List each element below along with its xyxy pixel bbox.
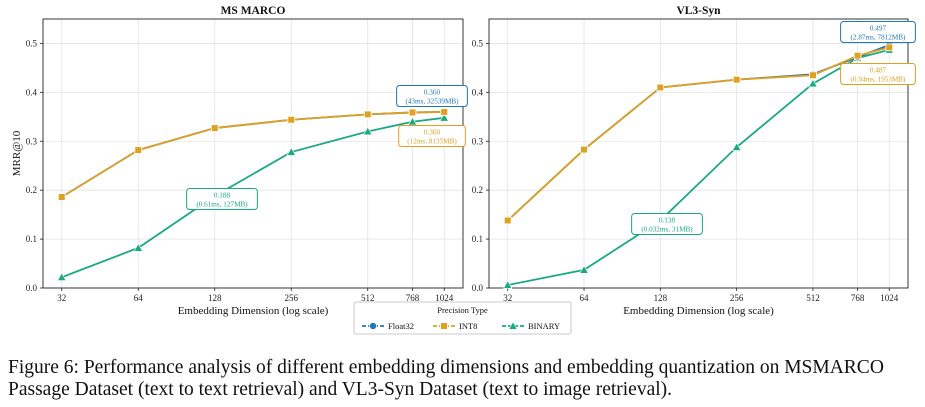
annotation-cost: (43ms, 32539MB) <box>405 98 459 106</box>
figure-caption: Figure 6: Performance analysis of differ… <box>8 357 884 400</box>
x-tick-label: 64 <box>580 293 590 303</box>
legend-label-float32: Float32 <box>388 321 414 331</box>
x-tick-label: 512 <box>361 293 375 303</box>
annotation-box <box>186 188 258 210</box>
data-point-int8 <box>809 71 817 80</box>
data-point-int8 <box>656 83 665 92</box>
annotation-cost: (0.61ms, 127MB) <box>196 201 248 209</box>
x-tick-label: 256 <box>730 293 744 303</box>
data-point-binary <box>286 147 296 156</box>
chart-title: VL3-Syn <box>676 5 721 17</box>
annotation-cost: (12ms, 8135MB) <box>407 138 457 146</box>
y-tick-label: 0.5 <box>472 38 484 48</box>
series-line-int8 <box>61 111 445 198</box>
annotation-box <box>396 85 468 107</box>
y-tick-label: 0.4 <box>472 87 484 97</box>
data-point-binary <box>439 112 449 122</box>
series-line-float32 <box>507 44 890 222</box>
y-tick-label: 0.1 <box>472 234 483 244</box>
data-point-int8 <box>210 124 219 132</box>
y-tick-label: 0.2 <box>472 185 483 195</box>
data-point-int8 <box>580 145 588 154</box>
data-point-int8 <box>408 108 417 117</box>
data-point-int8 <box>363 110 372 119</box>
y-tick-label: 0.4 <box>26 87 38 97</box>
annotation-value: 0.138 <box>659 217 676 225</box>
data-point-int8 <box>853 51 862 60</box>
y-tick-label: 0.3 <box>472 136 484 146</box>
data-point-int8 <box>57 193 66 201</box>
annotation-box <box>840 63 916 85</box>
x-tick-label: 64 <box>134 293 144 303</box>
x-axis-label: Embedding Dimension (log scale) <box>623 305 774 317</box>
chart-panel-1: 0.0 0.1 0.2 0.3 0.4 0.5 32 64 128 256 512 768 1024 MS… <box>11 5 468 317</box>
x-tick-label: 768 <box>406 293 420 303</box>
data-point-binary <box>579 265 589 274</box>
annotation-box <box>398 125 466 147</box>
plot-frame <box>488 18 909 289</box>
legend-marker-float32 <box>368 321 377 330</box>
annotation-value: 0.487 <box>870 67 887 75</box>
x-tick-label: 768 <box>851 293 865 303</box>
annotation-cost: (0.94ms, 1953MB) <box>851 76 907 84</box>
y-tick-label: 0.2 <box>26 185 37 195</box>
legend-marker-binary <box>508 321 518 330</box>
data-point-int8 <box>287 115 296 124</box>
data-point-int8 <box>885 43 894 52</box>
chart-panel-2: 0.0 0.1 0.2 0.3 0.4 0.5 32 64 128 256 512 768 1024 VL… <box>472 5 916 317</box>
x-tick-label: 256 <box>284 293 298 303</box>
y-axis-label: MRR@10 <box>11 130 23 176</box>
x-tick-label: 1024 <box>880 293 899 303</box>
legend-label-int8: INT8 <box>459 321 477 331</box>
x-tick-label: 512 <box>806 293 820 303</box>
x-tick-label: 128 <box>654 293 668 303</box>
legend: Precision Type Float32 INT8 BINARY <box>353 301 572 335</box>
data-point-binary <box>57 272 67 281</box>
annotation-box <box>631 213 703 235</box>
plot-frame <box>42 18 464 289</box>
annotation-box <box>840 21 916 43</box>
y-tick-label: 0.5 <box>26 38 38 48</box>
data-point-binary <box>808 78 818 88</box>
data-point-binary <box>133 243 143 252</box>
x-tick-label: 128 <box>208 293 222 303</box>
x-tick-label: 32 <box>503 293 512 303</box>
annotation-value: 0.188 <box>214 192 231 200</box>
data-point-int8 <box>503 216 512 225</box>
legend-label-binary: BINARY <box>528 321 560 331</box>
x-tick-label: 32 <box>57 293 66 303</box>
annotation-value: 0.360 <box>424 89 441 97</box>
annotation-cost: (0.032ms, 31MB) <box>641 226 693 234</box>
data-point-int8 <box>732 75 741 84</box>
x-tick-label: 1024 <box>435 293 454 303</box>
annotation-value: 0.497 <box>870 25 887 33</box>
data-point-binary <box>363 126 373 136</box>
data-point-int8 <box>134 146 143 154</box>
data-point-binary <box>731 142 742 151</box>
figure: 0.0 0.1 0.2 0.3 0.4 0.5 32 64 128 256 512 768 1024 MS… <box>11 5 916 335</box>
annotation-cost: (2.87ms, 7812MB) <box>851 34 907 42</box>
x-axis-label: Embedding Dimension (log scale) <box>178 305 329 317</box>
annotation-value: 0.360 <box>424 129 441 137</box>
y-tick-label: 0.1 <box>26 234 37 244</box>
chart-title: MS MARCO <box>221 5 286 17</box>
data-point-int8 <box>440 108 449 116</box>
legend-title: Precision Type <box>437 305 488 315</box>
y-tick-label: 0.0 <box>472 283 484 293</box>
legend-marker-int8 <box>440 322 448 330</box>
y-tick-label: 0.0 <box>26 283 38 293</box>
data-point-binary <box>503 280 513 289</box>
y-tick-label: 0.3 <box>26 136 38 146</box>
